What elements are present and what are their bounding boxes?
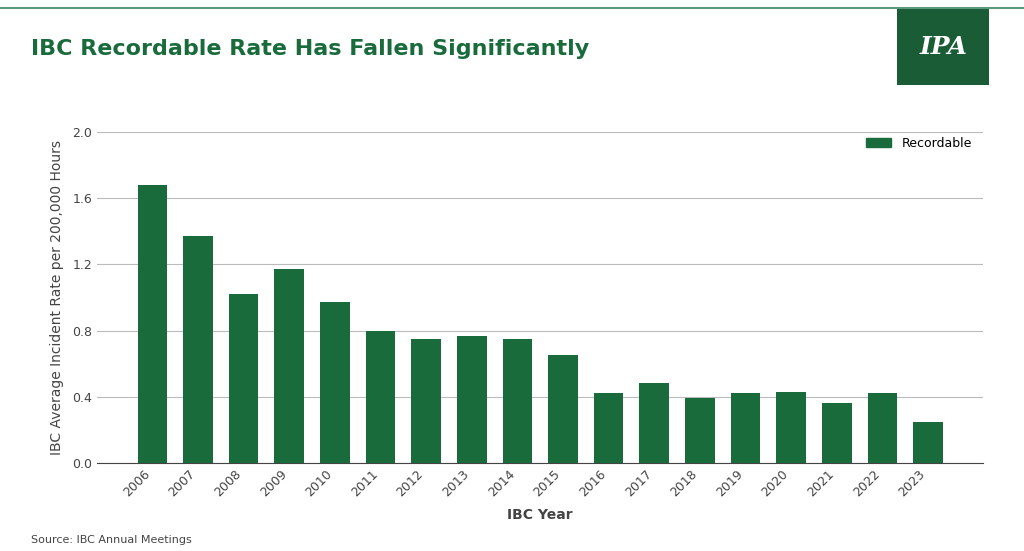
Bar xyxy=(867,393,897,463)
Bar xyxy=(685,398,715,463)
Bar xyxy=(913,422,943,463)
Bar xyxy=(366,331,395,463)
Bar xyxy=(639,383,669,463)
Bar xyxy=(822,403,852,463)
Bar xyxy=(776,392,806,463)
Text: IPA: IPA xyxy=(920,35,967,59)
Legend: Recordable: Recordable xyxy=(861,132,977,155)
X-axis label: IBC Year: IBC Year xyxy=(507,508,573,522)
Bar xyxy=(274,269,304,463)
Text: IBC Recordable Rate Has Fallen Significantly: IBC Recordable Rate Has Fallen Significa… xyxy=(31,39,589,58)
Bar xyxy=(731,393,760,463)
Bar xyxy=(183,236,213,463)
Text: Source: IBC Annual Meetings: Source: IBC Annual Meetings xyxy=(31,536,191,545)
Bar xyxy=(457,336,486,463)
Bar xyxy=(228,294,258,463)
Bar xyxy=(412,339,441,463)
Bar xyxy=(594,393,624,463)
Bar xyxy=(503,339,532,463)
Bar xyxy=(548,355,578,463)
Bar xyxy=(321,302,349,463)
Y-axis label: IBC Average Incident Rate per 200,000 Hours: IBC Average Incident Rate per 200,000 Ho… xyxy=(50,140,65,455)
Bar xyxy=(137,185,167,463)
